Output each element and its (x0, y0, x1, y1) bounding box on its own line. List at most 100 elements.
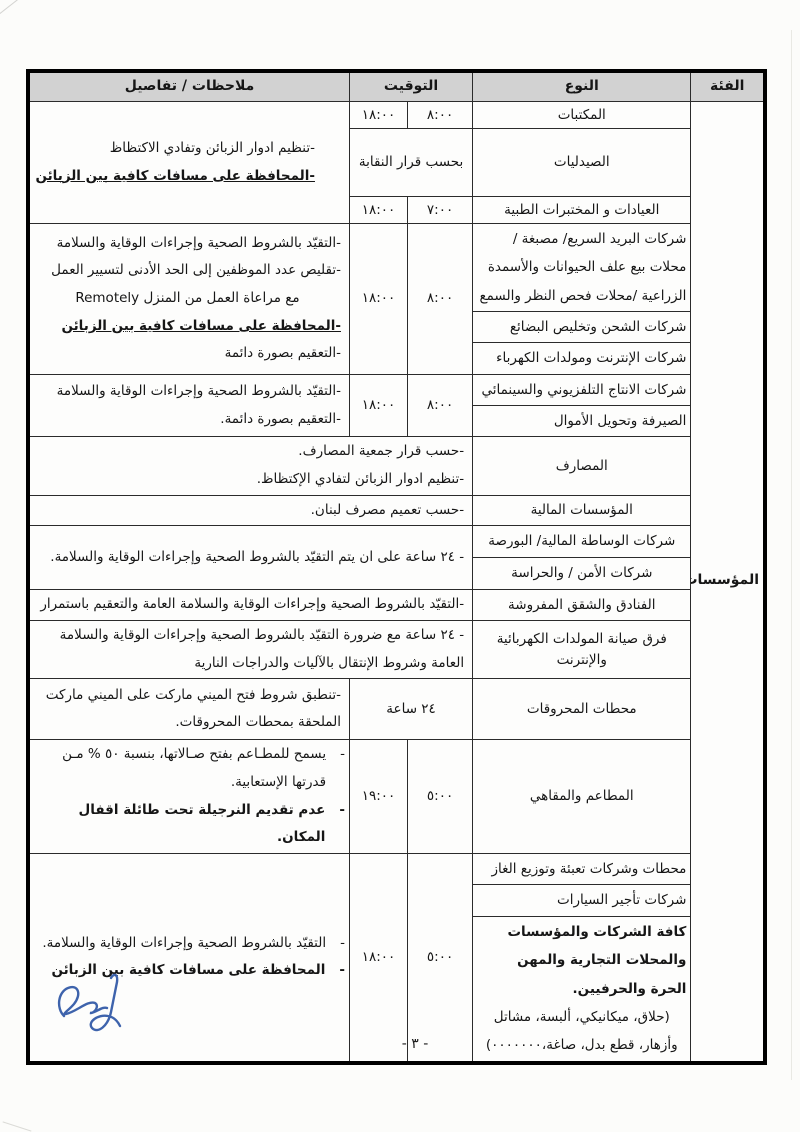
type-brokerage: شركات الوساطة المالية/ البورصة (472, 525, 692, 559)
row-brokerage: شركات الوساطة المالية/ البورصة - ٢٤ ساعة… (27, 525, 765, 591)
row-all-companies: كافة الشركات والمؤسسات والمحلات التجارية… (28, 915, 765, 1064)
type-all-companies-detail: (حلاق، ميكانيكي، ألبسة، مشاتل وأزهار، قط… (485, 1008, 678, 1054)
type-tv: شركات الانتاج التلفزيوني والسينمائي (472, 373, 692, 407)
bullet-dash: - (340, 934, 345, 951)
header-category: الفئة (690, 70, 766, 102)
note-line: -تنظيم ادوار الزبائن وتفادي الاكتظاظ (109, 139, 315, 156)
note-line: -التعقيم بصورة دائمة (224, 345, 341, 362)
note-line: مع مراعاة العمل من المنزل Remotely (75, 290, 300, 307)
row-clinics: العيادات و المختبرات الطبية ٧:٠٠ ١٨:٠٠ (28, 196, 765, 224)
type-banks: المصارف (472, 436, 692, 496)
row-fuel: محطات المحروقات ٢٤ ساعة -تنطبق شروط فتح … (27, 678, 765, 741)
close-courier: ١٨:٠٠ (348, 223, 409, 375)
note-line: التقيّد بالشروط الصحية وإجراءات الوقاية … (42, 934, 327, 951)
scan-artifact-bottomleft (2, 1121, 32, 1132)
note-bullet-bold: - عدم تقديم النرجيلة تحت طائلة اقفال الم… (34, 797, 345, 852)
notes-brokerage-security: - ٢٤ ساعة على ان يتم التقيّد بالشروط الص… (27, 525, 474, 591)
close-tv: ١٨:٠٠ (348, 373, 409, 438)
notes-generators: - ٢٤ ساعة مع ضرورة التقيّد بالشروط الصحي… (27, 620, 474, 680)
note-bullet: - يسمح للمطـاعم بفتح صـالاتها، بنسبة ٥٠ … (34, 741, 345, 796)
scan-artifact-right (791, 30, 792, 1080)
notes-top-group: -تنظيم ادوار الزبائن وتفادي الاكتظاظ -ال… (27, 101, 350, 224)
type-courier: شركات البريد السريع/ مصبغة / محلات بيع ع… (472, 222, 692, 313)
notes-courier-group: -التقيّد بالشروط الصحية وإجراءات الوقاية… (27, 223, 350, 375)
open-tv: ٨:٠٠ (407, 373, 474, 438)
header-timing: التوقيت (348, 70, 474, 102)
timing-fuel: ٢٤ ساعة (348, 678, 474, 741)
type-car-rental: شركات تأجير السيارات (472, 884, 692, 917)
notes-banks: -حسب قرار جمعية المصارف. -تنظيم ادوار ال… (27, 436, 474, 496)
note-line: يسمح للمطـاعم بفتح صـالاتها، بنسبة ٥٠ % … (62, 746, 327, 791)
bullet-dash: - (340, 746, 345, 763)
note-bullet-bold: - المحافظة على مسافات كافية بين الزبائن (34, 957, 345, 985)
type-shipping: شركات الشحن وتخليص البضائع (472, 311, 692, 344)
close-libraries: ١٨:٠٠ (348, 101, 409, 129)
bullet-dash: - (339, 801, 345, 818)
notes-restaurants: - يسمح للمطـاعم بفتح صـالاتها، بنسبة ٥٠ … (27, 739, 350, 855)
note-bullet: - التقيّد بالشروط الصحية وإجراءات الوقاي… (34, 930, 345, 958)
header-type: النوع (472, 70, 692, 102)
type-gas: محطات وشركات تعبئة وتوزيع الغاز (472, 853, 692, 886)
type-financial: المؤسسات المالية (472, 494, 692, 527)
note-line: - ٢٤ ساعة على ان يتم التقيّد بالشروط الص… (50, 549, 465, 566)
note-line: -حسب قرار جمعية المصارف. (298, 443, 465, 460)
note-line-bold-underline: -المحافظة على مسافات كافية بين الزبائن (35, 167, 315, 184)
timing-pharmacies: بحسب قرار النقابة (348, 128, 474, 197)
scan-artifact-topleft (0, 0, 31, 16)
row-hotels: الفنادق والشقق المفروشة -التقيّد بالشروط… (27, 589, 765, 622)
table-header-row: الفئة النوع التوقيت ملاحظات / تفاصيل (27, 70, 766, 102)
page-number: - ٣ - (401, 1036, 429, 1052)
bullet-dash: - (339, 962, 345, 979)
type-all-companies: كافة الشركات والمؤسسات والمحلات التجارية… (472, 915, 692, 1064)
open-bottom-group: ٥:٠٠ (407, 853, 474, 1064)
row-security: شركات الأمن / والحراسة (28, 557, 765, 591)
type-all-companies-bold: كافة الشركات والمؤسسات والمحلات التجارية… (507, 923, 687, 997)
row-exchange: الصيرفة وتحويل الأموال (28, 405, 765, 438)
regulations-table: الفئة النوع التوقيت ملاحظات / تفاصيل الم… (26, 69, 767, 1065)
close-bottom-group: ١٨:٠٠ (348, 853, 409, 1064)
type-libraries: المكتبات (472, 101, 692, 129)
note-line: -تقليص عدد الموظفين إلى الحد الأدنى لتسي… (51, 262, 341, 279)
note-line-bold: المحافظة على مسافات كافية بين الزبائن (51, 962, 326, 979)
type-restaurants: المطاعم والمقاهي (472, 739, 692, 855)
close-clinics: ١٨:٠٠ (348, 196, 409, 224)
row-courier: شركات البريد السريع/ مصبغة / محلات بيع ع… (27, 222, 765, 375)
note-line: -حسب تعميم مصرف لبنان. (310, 501, 465, 518)
type-hotels: الفنادق والشقق المفروشة (472, 589, 692, 622)
type-pharmacies: الصيدليات (472, 128, 692, 197)
row-shipping: شركات الشحن وتخليص البضائع (28, 311, 765, 344)
open-restaurants: ٥:٠٠ (407, 739, 474, 855)
open-clinics: ٧:٠٠ (407, 196, 474, 224)
open-libraries: ٨:٠٠ (407, 101, 474, 129)
row-libraries: المؤسسات المكتبات ٨:٠٠ ١٨:٠٠ -تنظيم ادوا… (27, 100, 766, 1064)
note-line: -التقيّد بالشروط الصحية وإجراءات الوقاية… (40, 596, 465, 613)
note-line: -التقيّد بالشروط الصحية وإجراءات الوقاية… (56, 234, 341, 251)
note-line: -التعقيم بصورة دائمة. (220, 410, 341, 427)
note-line: -تنطبق شروط فتح الميني ماركت على الميني … (45, 686, 341, 731)
notes-financial: -حسب تعميم مصرف لبنان. (27, 494, 474, 527)
notes-fuel: -تنطبق شروط فتح الميني ماركت على الميني … (27, 678, 350, 741)
row-car-rental: شركات تأجير السيارات (28, 884, 765, 917)
row-banks: المصارف -حسب قرار جمعية المصارف. -تنظيم … (27, 436, 765, 496)
notes-tv-group: -التقيّد بالشروط الصحية وإجراءات الوقاية… (27, 373, 350, 438)
note-line-bold-underline: -المحافظة على مسافات كافية بين الزبائن (61, 317, 341, 334)
close-restaurants: ١٩:٠٠ (348, 739, 409, 855)
note-line: -التقيّد بالشروط الصحية وإجراءات الوقاية… (56, 382, 341, 399)
row-pharmacies: الصيدليات بحسب قرار النقابة (28, 128, 765, 197)
type-security: شركات الأمن / والحراسة (472, 557, 692, 591)
note-line: -تنظيم ادوار الزبائن لتفادي الإكتظاظ. (256, 471, 465, 488)
row-tv: شركات الانتاج التلفزيوني والسينمائي ٨:٠٠… (27, 373, 765, 438)
open-courier: ٨:٠٠ (407, 223, 474, 375)
type-exchange: الصيرفة وتحويل الأموال (472, 405, 692, 438)
row-restaurants: المطاعم والمقاهي ٥:٠٠ ١٩:٠٠ - يسمح للمطـ… (27, 739, 765, 855)
row-financial: المؤسسات المالية -حسب تعميم مصرف لبنان. (27, 494, 765, 527)
notes-bottom-group: - التقيّد بالشروط الصحية وإجراءات الوقاي… (27, 853, 350, 1064)
row-generators: فرق صيانة المولدات الكهربائية والإنترنت … (27, 620, 765, 680)
type-clinics: العيادات و المختبرات الطبية (472, 196, 692, 224)
notes-hotels: -التقيّد بالشروط الصحية وإجراءات الوقاية… (27, 589, 474, 622)
type-fuel: محطات المحروقات (472, 678, 692, 741)
row-gas: محطات وشركات تعبئة وتوزيع الغاز ٥:٠٠ ١٨:… (27, 853, 765, 1064)
category-cell: المؤسسات (690, 100, 766, 1064)
type-internet: شركات الإنترنت ومولدات الكهرباء (472, 342, 692, 375)
